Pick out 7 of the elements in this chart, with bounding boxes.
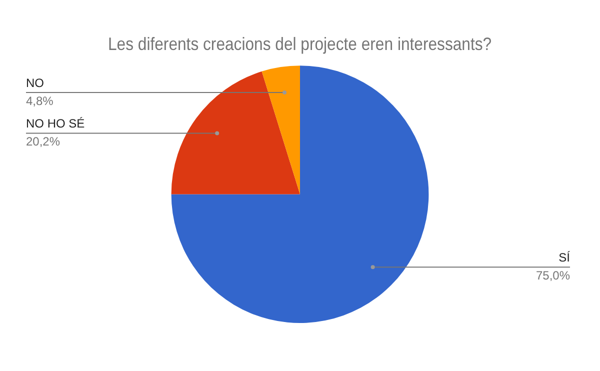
data-label: 4,8% — [26, 94, 54, 108]
slice-label: NO HO SÉ — [26, 116, 85, 131]
data-label: 20,2% — [26, 134, 60, 149]
slice-label: SÍ — [558, 250, 571, 264]
chart-title: Les diferents creacions del projecte eren interessants? — [108, 34, 492, 54]
slice-label: NO — [26, 76, 44, 90]
data-label: 75,0% — [536, 268, 570, 282]
